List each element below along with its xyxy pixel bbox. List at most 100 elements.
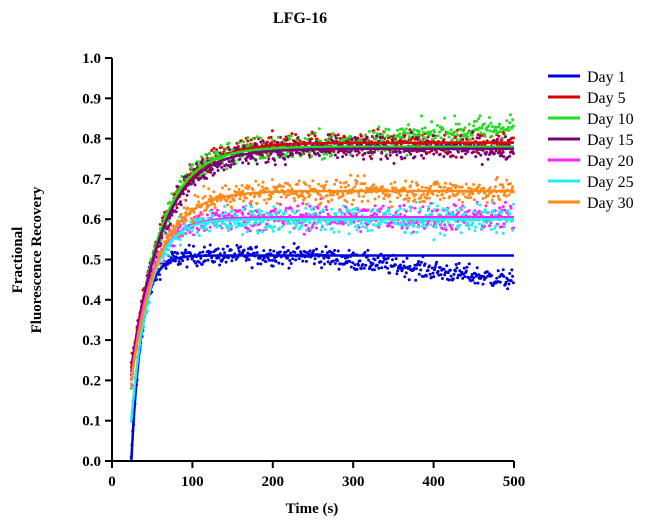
data-point-day-10 xyxy=(323,156,326,160)
data-point-day-10 xyxy=(417,129,421,133)
data-point-day-1 xyxy=(192,244,195,248)
data-point-day-25 xyxy=(307,212,311,216)
data-point-day-1 xyxy=(420,260,423,264)
data-point-day-1 xyxy=(158,278,162,281)
data-point-day-1 xyxy=(371,262,375,266)
data-point-day-25 xyxy=(444,213,448,217)
data-point-day-30 xyxy=(438,198,442,201)
data-point-day-1 xyxy=(414,278,418,282)
data-point-day-30 xyxy=(338,181,342,185)
data-point-day-25 xyxy=(443,225,447,229)
data-point-day-15 xyxy=(446,152,449,156)
data-point-day-10 xyxy=(367,129,371,133)
data-point-day-10 xyxy=(482,132,486,136)
data-point-day-15 xyxy=(267,157,271,161)
data-point-day-15 xyxy=(316,151,320,155)
data-point-day-30 xyxy=(419,196,423,200)
data-point-day-25 xyxy=(478,203,482,207)
data-point-day-1 xyxy=(359,267,363,271)
data-point-day-5 xyxy=(336,133,340,137)
data-point-day-30 xyxy=(314,198,318,202)
data-point-day-10 xyxy=(344,137,348,141)
data-point-day-10 xyxy=(467,122,471,126)
data-point-day-25 xyxy=(200,225,203,229)
data-point-day-15 xyxy=(501,150,505,154)
data-point-day-10 xyxy=(325,152,329,156)
data-point-day-20 xyxy=(315,226,318,230)
data-point-day-20 xyxy=(310,225,314,229)
data-point-day-20 xyxy=(304,223,308,227)
data-point-day-10 xyxy=(494,129,498,132)
data-point-day-25 xyxy=(443,233,447,237)
data-point-day-15 xyxy=(283,163,287,167)
y-tick-label: 0.4 xyxy=(82,293,101,309)
data-point-day-25 xyxy=(276,210,279,214)
data-point-day-30 xyxy=(254,179,258,183)
data-point-day-1 xyxy=(259,262,263,266)
data-point-day-1 xyxy=(281,245,285,249)
data-point-day-20 xyxy=(454,204,457,208)
data-point-day-1 xyxy=(331,259,335,263)
data-point-day-15 xyxy=(466,150,470,154)
data-point-day-25 xyxy=(313,211,317,215)
data-point-day-15 xyxy=(461,138,465,142)
data-point-day-1 xyxy=(292,242,296,245)
data-point-day-15 xyxy=(395,153,399,157)
data-point-day-20 xyxy=(257,228,261,232)
data-point-day-20 xyxy=(412,230,415,234)
data-point-day-15 xyxy=(194,162,198,166)
data-point-day-1 xyxy=(239,245,243,249)
data-point-day-25 xyxy=(404,230,407,234)
data-point-day-1 xyxy=(464,269,468,273)
data-point-day-10 xyxy=(224,147,228,151)
data-point-day-15 xyxy=(503,135,507,139)
data-point-day-30 xyxy=(230,206,234,210)
data-point-day-1 xyxy=(358,259,362,263)
data-point-day-15 xyxy=(506,138,510,142)
data-point-day-1 xyxy=(333,248,337,252)
data-point-day-30 xyxy=(456,192,460,196)
data-point-day-10 xyxy=(407,135,411,139)
data-point-day-25 xyxy=(495,231,499,234)
data-point-day-5 xyxy=(511,136,515,140)
data-point-day-25 xyxy=(267,212,271,216)
data-point-day-15 xyxy=(242,144,246,148)
data-point-day-20 xyxy=(435,208,439,212)
data-point-day-10 xyxy=(349,153,352,157)
data-point-day-30 xyxy=(227,187,231,191)
data-point-day-10 xyxy=(412,128,416,132)
data-point-day-15 xyxy=(365,135,369,139)
data-point-day-25 xyxy=(294,225,298,229)
data-point-day-25 xyxy=(459,231,463,235)
data-point-day-25 xyxy=(332,230,336,234)
data-point-day-10 xyxy=(211,156,215,160)
data-point-day-10 xyxy=(330,153,334,157)
data-point-day-1 xyxy=(490,274,494,278)
data-point-day-15 xyxy=(199,176,203,180)
data-point-day-20 xyxy=(248,229,252,233)
data-point-day-15 xyxy=(325,149,329,153)
data-point-day-25 xyxy=(288,230,292,234)
data-point-day-10 xyxy=(303,136,307,140)
data-point-day-1 xyxy=(291,257,295,261)
data-point-day-10 xyxy=(348,134,352,138)
data-point-day-25 xyxy=(433,208,436,212)
data-point-day-25 xyxy=(346,223,350,227)
data-point-day-10 xyxy=(505,119,509,123)
data-point-day-25 xyxy=(225,225,229,229)
data-point-day-25 xyxy=(260,230,264,234)
data-point-day-1 xyxy=(326,260,330,264)
data-point-day-15 xyxy=(502,155,506,159)
data-point-day-30 xyxy=(208,194,212,198)
data-point-day-25 xyxy=(257,208,261,212)
data-point-day-25 xyxy=(242,207,245,211)
data-point-day-25 xyxy=(481,223,485,227)
data-point-day-1 xyxy=(236,246,240,250)
data-point-day-10 xyxy=(490,134,494,138)
data-point-day-15 xyxy=(317,154,321,158)
data-point-day-20 xyxy=(404,209,408,213)
data-point-day-20 xyxy=(502,222,506,226)
data-point-day-10 xyxy=(219,144,223,148)
data-point-day-20 xyxy=(221,211,225,215)
